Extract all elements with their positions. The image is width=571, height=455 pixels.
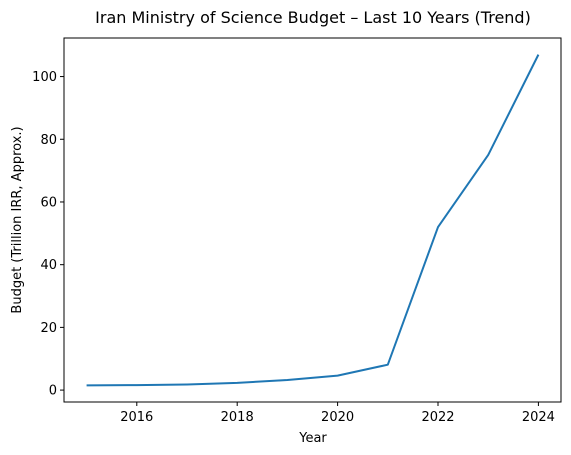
y-axis-label: Budget (Trillion IRR, Approx.): [10, 126, 25, 313]
y-tick-label: 20: [40, 321, 57, 336]
series-line: [86, 54, 540, 387]
x-tick-label: 2022: [421, 410, 454, 425]
y-tick-label: 100: [32, 70, 57, 85]
y-tick-label: 60: [40, 195, 57, 210]
plot-area-frame: [63, 37, 562, 403]
x-tick-label: 2018: [221, 410, 254, 425]
x-tick-label: 2016: [120, 410, 153, 425]
y-tick-label: 40: [40, 258, 57, 273]
y-tick-label: 0: [49, 384, 57, 399]
x-tick-label: 2024: [522, 410, 555, 425]
x-axis-ticks: 2016 2018 2020 2022 2024: [120, 402, 555, 425]
x-axis-label: Year: [298, 431, 327, 446]
chart-title: Iran Ministry of Science Budget – Last 1…: [95, 8, 531, 27]
x-tick-label: 2020: [321, 410, 354, 425]
series-group: [86, 54, 540, 387]
y-tick-label: 80: [40, 133, 57, 148]
y-axis-ticks: 0 20 40 60 80 100: [32, 70, 64, 399]
